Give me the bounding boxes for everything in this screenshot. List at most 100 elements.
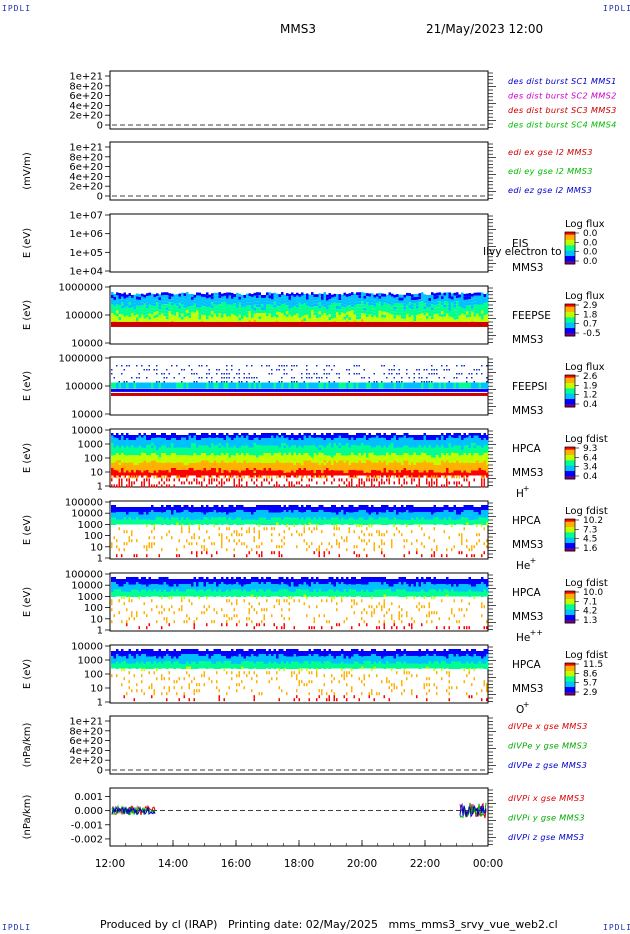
y-tick-label: 1 bbox=[97, 482, 103, 493]
heat-cell bbox=[171, 470, 174, 473]
heat-cell bbox=[156, 381, 158, 383]
heat-cell bbox=[236, 475, 238, 479]
heat-cell bbox=[401, 300, 404, 304]
heat-cell bbox=[143, 369, 145, 371]
heat-cell bbox=[153, 435, 156, 438]
heat-cell bbox=[423, 297, 426, 301]
heat-cell bbox=[188, 306, 191, 310]
heat-cell bbox=[406, 392, 409, 396]
heat-cell bbox=[468, 293, 471, 297]
heat-cell bbox=[116, 292, 119, 296]
heat-cell bbox=[343, 313, 346, 317]
heat-cell bbox=[126, 455, 129, 458]
heat-cell bbox=[143, 478, 145, 482]
heat-cell bbox=[286, 440, 289, 443]
heat-cell bbox=[441, 299, 444, 303]
heat-cell bbox=[216, 460, 219, 463]
heat-cell bbox=[311, 462, 314, 465]
heat-cell bbox=[348, 314, 351, 318]
colorbar-tick-label: 0.0 bbox=[583, 229, 598, 239]
heat-cell bbox=[303, 321, 306, 327]
heat-cell bbox=[261, 460, 264, 463]
heat-cell bbox=[473, 313, 476, 317]
heat-cell bbox=[143, 440, 146, 443]
heat-cell bbox=[233, 297, 236, 301]
heat-cell bbox=[161, 440, 164, 443]
heat-cell bbox=[176, 462, 179, 465]
heat-cell bbox=[343, 304, 346, 308]
heat-cell bbox=[201, 443, 204, 446]
heat-cell bbox=[443, 298, 446, 302]
heat-cell bbox=[233, 460, 236, 463]
heat-cell bbox=[333, 463, 336, 466]
heat-cell bbox=[438, 295, 441, 299]
y-tick-label: 0 bbox=[97, 192, 103, 203]
heat-cell bbox=[271, 296, 274, 300]
heat-cell bbox=[138, 314, 141, 318]
heat-cell bbox=[168, 465, 171, 468]
heat-cell bbox=[251, 314, 254, 318]
heat-cell bbox=[283, 315, 286, 319]
heat-cell bbox=[148, 484, 150, 488]
heat-cell bbox=[366, 465, 369, 468]
heat-cell bbox=[338, 443, 341, 446]
heat-cell bbox=[358, 481, 360, 485]
heat-cell bbox=[171, 382, 174, 389]
heat-cell bbox=[396, 321, 399, 327]
heat-cell bbox=[221, 460, 224, 463]
heat-cell bbox=[181, 450, 184, 453]
heat-cell bbox=[211, 321, 214, 327]
heat-cell bbox=[203, 443, 206, 446]
heat-cell bbox=[118, 462, 121, 465]
heat-cell bbox=[176, 455, 179, 458]
heat-cell bbox=[138, 448, 141, 451]
heat-cell bbox=[243, 321, 246, 327]
heat-cell bbox=[198, 304, 201, 308]
heat-cell bbox=[258, 467, 261, 470]
heat-cell bbox=[191, 388, 194, 392]
heat-cell bbox=[451, 392, 454, 396]
colorbar-cell bbox=[565, 314, 575, 317]
heat-cell bbox=[328, 468, 331, 471]
heat-cell bbox=[341, 312, 344, 316]
heat-cell bbox=[283, 453, 286, 456]
heat-cell bbox=[221, 445, 224, 448]
heat-cell bbox=[148, 321, 151, 327]
heat-cell bbox=[331, 457, 334, 460]
heat-cell bbox=[393, 369, 395, 371]
heat-cell bbox=[208, 460, 211, 463]
heat-cell bbox=[406, 369, 408, 371]
heat-cell bbox=[303, 317, 306, 321]
heat-cell bbox=[116, 310, 119, 314]
heat-cell bbox=[356, 458, 359, 461]
heat-cell bbox=[456, 377, 458, 379]
heat-cell bbox=[271, 450, 274, 453]
heat-cell bbox=[196, 452, 199, 455]
heat-cell bbox=[178, 311, 181, 315]
heat-cell bbox=[388, 307, 391, 311]
heat-cell bbox=[321, 450, 324, 453]
heat-cell bbox=[163, 433, 166, 436]
heat-cell bbox=[401, 312, 404, 316]
heat-cell bbox=[263, 321, 266, 327]
heat-cell bbox=[333, 473, 336, 476]
heat-cell bbox=[213, 307, 216, 311]
heat-cell bbox=[146, 369, 148, 371]
heat-cell bbox=[481, 298, 484, 302]
heat-cell bbox=[246, 388, 249, 392]
heat-cell bbox=[386, 467, 389, 470]
heat-cell bbox=[173, 297, 176, 301]
heat-cell bbox=[338, 392, 341, 396]
heat-cell bbox=[206, 382, 209, 389]
heat-cell bbox=[316, 315, 319, 319]
heat-cell bbox=[311, 310, 314, 314]
heat-cell bbox=[388, 445, 391, 448]
heat-cell bbox=[186, 295, 189, 299]
heat-cell bbox=[261, 297, 264, 301]
heat-cell bbox=[226, 453, 229, 456]
heat-cell bbox=[301, 316, 304, 320]
heat-cell bbox=[331, 452, 334, 455]
heat-cell bbox=[351, 460, 354, 463]
heat-cell bbox=[433, 388, 436, 392]
heat-cell bbox=[366, 314, 369, 318]
